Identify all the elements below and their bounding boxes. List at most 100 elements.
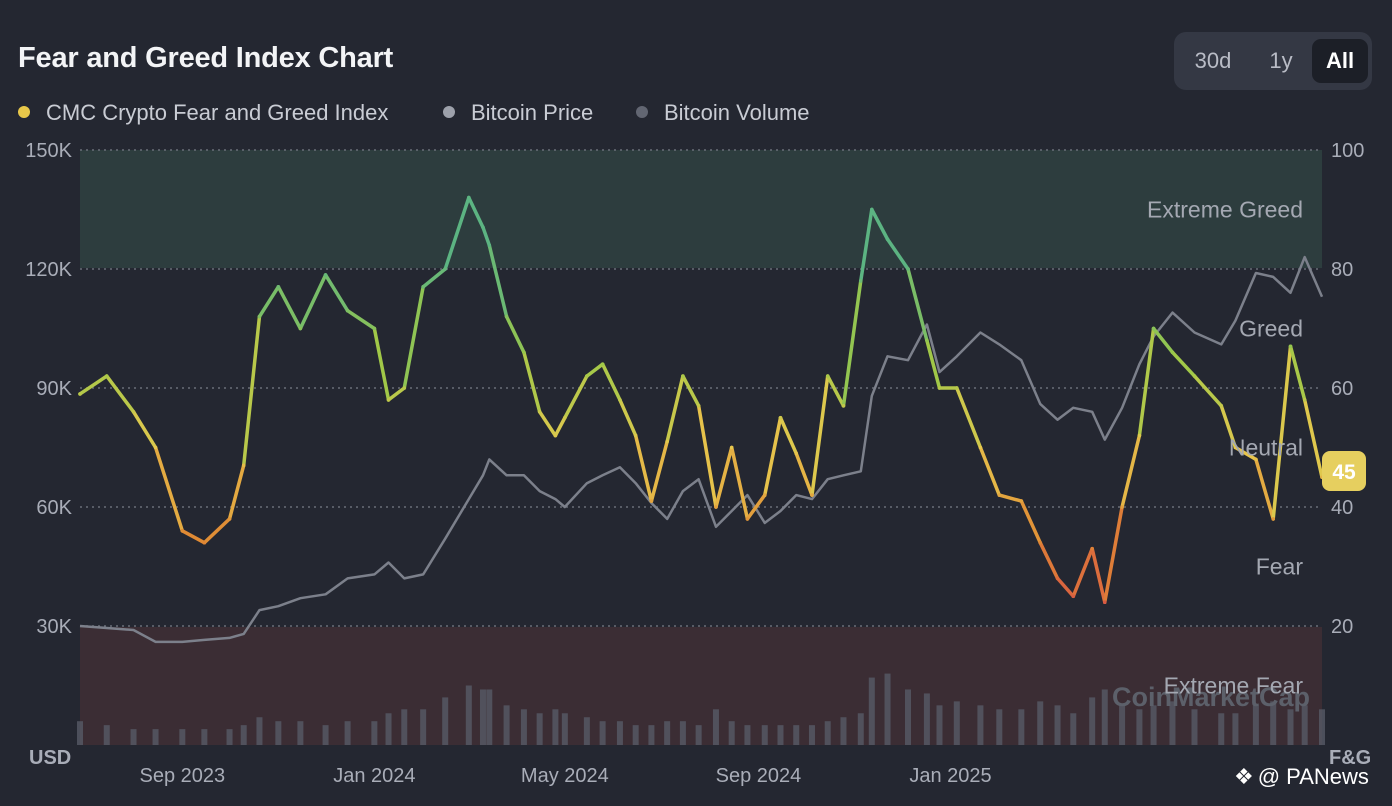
fear-greed-point	[825, 374, 830, 378]
volume-bar	[840, 717, 847, 745]
volume-bar	[1319, 709, 1325, 745]
fear-greed-segment	[1254, 457, 1275, 521]
fear-greed-segment	[1151, 326, 1175, 355]
fear-greed-point	[257, 314, 262, 319]
volume-bar	[201, 729, 208, 745]
fear-greed-point	[372, 326, 377, 331]
fear-greed-point	[585, 374, 589, 378]
fear-greed-point	[323, 273, 328, 277]
fear-greed-segment	[696, 404, 718, 509]
left-tick-label: 150K	[25, 140, 72, 162]
x-tick-label: Jan 2024	[333, 765, 415, 787]
fear-greed-segment	[1055, 576, 1076, 598]
fear-greed-point	[1071, 594, 1076, 599]
volume-bar	[695, 725, 702, 745]
volume-bar	[793, 725, 800, 745]
fear-greed-point	[997, 493, 1002, 497]
fear-greed-segment	[1120, 433, 1142, 509]
fear-greed-segment	[522, 350, 542, 414]
right-tick-label: 60	[1331, 378, 1353, 400]
volume-bar	[857, 713, 864, 745]
legend-label: CMC Crypto Fear and Greed Index	[46, 100, 389, 125]
fear-greed-segment	[681, 374, 701, 408]
fear-greed-segment	[131, 410, 158, 450]
x-tick-label: Jan 2025	[909, 765, 991, 787]
fear-greed-segment	[859, 207, 874, 283]
volume-bar	[344, 721, 351, 745]
volume-bar	[536, 713, 543, 745]
legend-dot-icon	[443, 106, 455, 118]
volume-bar	[420, 709, 427, 745]
fear-greed-point	[487, 243, 492, 247]
volume-bar	[1119, 705, 1126, 745]
zone-label: Greed	[1239, 316, 1303, 342]
volume-bar	[297, 721, 304, 745]
fear-greed-point	[345, 308, 350, 313]
volume-bar	[226, 729, 233, 745]
fear-greed-point	[153, 445, 158, 450]
fear-greed-segment	[481, 225, 492, 247]
fear-greed-segment	[665, 374, 685, 444]
volume-bar	[664, 721, 671, 745]
fear-greed-segment	[825, 374, 846, 408]
fear-greed-point	[1288, 344, 1293, 349]
left-tick-label: 30K	[36, 616, 72, 638]
volume-bar	[130, 729, 137, 745]
volume-bar	[777, 725, 784, 745]
legend-item-fear-greed[interactable]: CMC Crypto Fear and Greed Index	[18, 100, 388, 126]
fear-greed-point	[276, 285, 281, 289]
fear-greed-point	[386, 398, 391, 402]
fear-greed-segment	[955, 386, 983, 450]
fear-greed-segment	[323, 273, 350, 313]
volume-bar	[1287, 709, 1294, 745]
fear-greed-point	[402, 386, 407, 390]
fear-greed-point	[885, 237, 890, 242]
fear-greed-segment	[537, 410, 558, 438]
x-tick-label: Sep 2024	[716, 765, 802, 787]
legend-item-bitcoin-price[interactable]: Bitcoin Price	[443, 100, 593, 126]
range-all-button[interactable]: All	[1312, 39, 1368, 83]
fear-greed-segment	[553, 416, 567, 438]
volume-bar	[1270, 701, 1277, 745]
fear-greed-point	[600, 362, 605, 367]
legend-item-bitcoin-volume[interactable]: Bitcoin Volume	[636, 100, 810, 126]
volume-bar	[103, 725, 110, 745]
bitcoin-price-line	[79, 255, 1324, 644]
volume-bar	[442, 697, 449, 745]
volume-bar	[1070, 713, 1077, 745]
volume-bar	[996, 709, 1003, 745]
fear-greed-point	[78, 392, 82, 396]
zone-label: Fear	[1256, 554, 1304, 580]
volume-bar	[179, 729, 186, 745]
volume-bar	[905, 689, 911, 745]
volume-bar	[616, 721, 623, 745]
range-1y-button[interactable]: 1y	[1269, 48, 1293, 73]
range-30d-button[interactable]: 30d	[1194, 48, 1232, 73]
volume-bar	[1169, 701, 1176, 745]
fear-greed-point	[1271, 517, 1276, 521]
fear-greed-segment	[563, 374, 589, 420]
volume-bar	[1054, 705, 1061, 745]
volume-bar	[1301, 705, 1308, 745]
fear-greed-point	[794, 451, 799, 456]
right-tick-label: 40	[1331, 497, 1353, 519]
fear-greed-point	[104, 374, 109, 378]
fear-greed-segment	[227, 463, 246, 521]
fear-greed-point	[869, 207, 874, 212]
panews-logo-icon: ❖	[1234, 764, 1254, 789]
fear-greed-segment	[1019, 499, 1042, 545]
volume-bar	[761, 725, 768, 745]
volume-bar	[1089, 697, 1096, 745]
fear-greed-segment	[763, 416, 783, 497]
fear-greed-segment	[1233, 445, 1258, 462]
volume-bar	[77, 721, 83, 745]
volume-bar	[1232, 713, 1239, 745]
fear-greed-segment	[504, 314, 526, 355]
volume-bar	[728, 721, 735, 745]
legend-dot-icon	[18, 106, 30, 118]
right-tick-label: 100	[1331, 140, 1364, 162]
volume-bar	[486, 689, 493, 745]
fear-greed-point	[467, 195, 471, 200]
fear-greed-segment	[600, 362, 622, 402]
